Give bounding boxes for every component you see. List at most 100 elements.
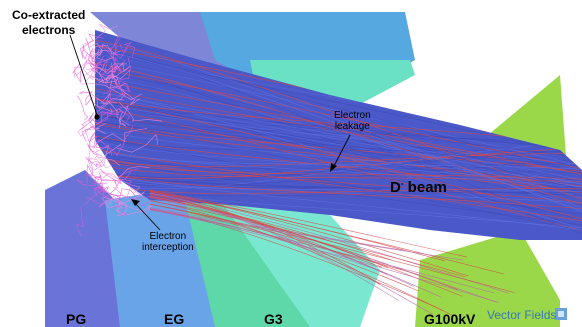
electron-trajectory <box>95 136 122 157</box>
beam-trajectory <box>95 59 582 166</box>
leakage-trajectory <box>149 208 444 311</box>
electron-trajectory <box>89 50 109 82</box>
electron-trajectory <box>110 47 124 63</box>
beam-trajectory <box>95 184 582 229</box>
g100kv-label: G100kV <box>424 311 476 327</box>
beam-trajectory <box>95 95 582 185</box>
leakage-trajectory <box>149 207 404 251</box>
electron-leakage-label: Electron leakage <box>334 110 371 132</box>
beam-trajectory <box>95 175 582 191</box>
electron-leakage-line1: Electron <box>334 110 371 121</box>
electron-trajectory <box>85 158 102 171</box>
beam-trajectory <box>95 120 582 167</box>
leakage-trajectory <box>149 208 464 261</box>
pg-label: PG <box>66 311 87 327</box>
electron-trajectory <box>97 156 121 169</box>
beam-trajectory <box>95 113 582 146</box>
beam-trajectory <box>95 100 582 189</box>
interception-arrowhead <box>131 199 140 206</box>
leakage-arrowhead <box>330 163 337 172</box>
co-extracted-dot <box>94 114 100 120</box>
beam-trajectory <box>95 172 582 231</box>
electron-trajectory <box>89 92 114 113</box>
electron-trajectory <box>93 136 113 156</box>
electron-trajectory <box>99 44 123 73</box>
electron-trajectory <box>109 84 140 106</box>
electron-trajectory <box>98 170 132 181</box>
co-extracted-pointer <box>69 34 98 116</box>
co-extracted-line2: electrons <box>22 23 76 37</box>
beam-label: D- beam <box>390 179 447 197</box>
beam-trajectory <box>95 39 582 200</box>
beam-trajectory <box>95 79 582 175</box>
electron-trajectory <box>100 93 118 104</box>
electron-interception-line2: interception <box>142 242 194 253</box>
electron-trajectory <box>89 110 130 124</box>
electron-trajectory <box>87 61 127 73</box>
electron-trajectory <box>117 134 158 153</box>
electron-trajectory <box>105 62 130 80</box>
beam-trajectory <box>95 161 582 179</box>
electron-trajectory <box>101 197 126 213</box>
leakage-trajectory <box>149 200 455 317</box>
electron-trajectory <box>81 112 96 130</box>
electron-trajectory <box>72 63 81 84</box>
electron-trajectory <box>98 166 150 180</box>
beam-trajectory <box>95 185 582 197</box>
leakage-trajectory <box>149 192 509 294</box>
electron-trajectory <box>119 125 134 150</box>
g100-lower-plate <box>415 230 560 327</box>
beam-trajectory <box>95 48 582 211</box>
electron-trajectory <box>85 143 122 167</box>
beam-trajectory <box>95 164 582 183</box>
beam-trajectory <box>95 102 582 193</box>
g3-label: G3 <box>264 311 283 327</box>
beam-trajectory <box>95 150 582 170</box>
beam-trajectory <box>95 135 582 194</box>
co-extracted-electron-cloud <box>72 23 163 237</box>
electron-trajectory <box>109 195 128 216</box>
electron-trajectory <box>82 45 88 60</box>
electron-trajectory <box>87 173 120 205</box>
beam-trajectory <box>95 114 582 182</box>
electron-trajectory <box>83 67 115 84</box>
electron-trajectory <box>87 47 105 82</box>
beam-trajectory <box>95 129 582 183</box>
beam-trajectory <box>95 47 582 230</box>
electron-trajectory <box>84 181 109 206</box>
electron-trajectory <box>118 102 163 122</box>
electron-trajectory <box>81 106 130 130</box>
electron-trajectory <box>80 33 104 59</box>
electron-trajectory <box>119 42 136 58</box>
electron-trajectory <box>87 150 109 181</box>
interception-arrow <box>133 201 161 231</box>
leakage-trajectory <box>149 209 499 303</box>
beam-trajectory <box>95 149 582 188</box>
beam-trajectory <box>95 52 582 156</box>
electron-trajectory <box>76 174 103 187</box>
electron-trajectory <box>79 90 93 106</box>
electron-trajectory <box>98 128 148 143</box>
electron-trajectory <box>83 37 97 63</box>
beam-trajectory <box>95 90 582 229</box>
beam-trajectory <box>95 172 582 209</box>
electron-trajectory <box>111 177 143 199</box>
vector-fields-logo-mark <box>555 308 567 320</box>
electron-trajectory <box>88 42 103 59</box>
beam-trajectory <box>95 160 582 180</box>
beam-trajectory <box>95 88 582 175</box>
beam-label-main: D <box>390 179 401 196</box>
leakage-trajectory <box>149 196 392 261</box>
leakage-trajectory <box>149 190 445 262</box>
leakage-trajectory <box>149 196 389 269</box>
leakage-trajectory <box>149 190 469 277</box>
electron-trajectory <box>84 122 107 146</box>
electron-trajectory <box>106 85 132 102</box>
beam-trajectory <box>95 147 582 179</box>
beam-label-suffix: beam <box>403 179 447 196</box>
electron-trajectory <box>108 32 121 53</box>
electron-interception-label: Electron interception <box>142 231 194 253</box>
electron-trajectory <box>87 143 103 159</box>
electron-trajectory <box>86 185 112 205</box>
